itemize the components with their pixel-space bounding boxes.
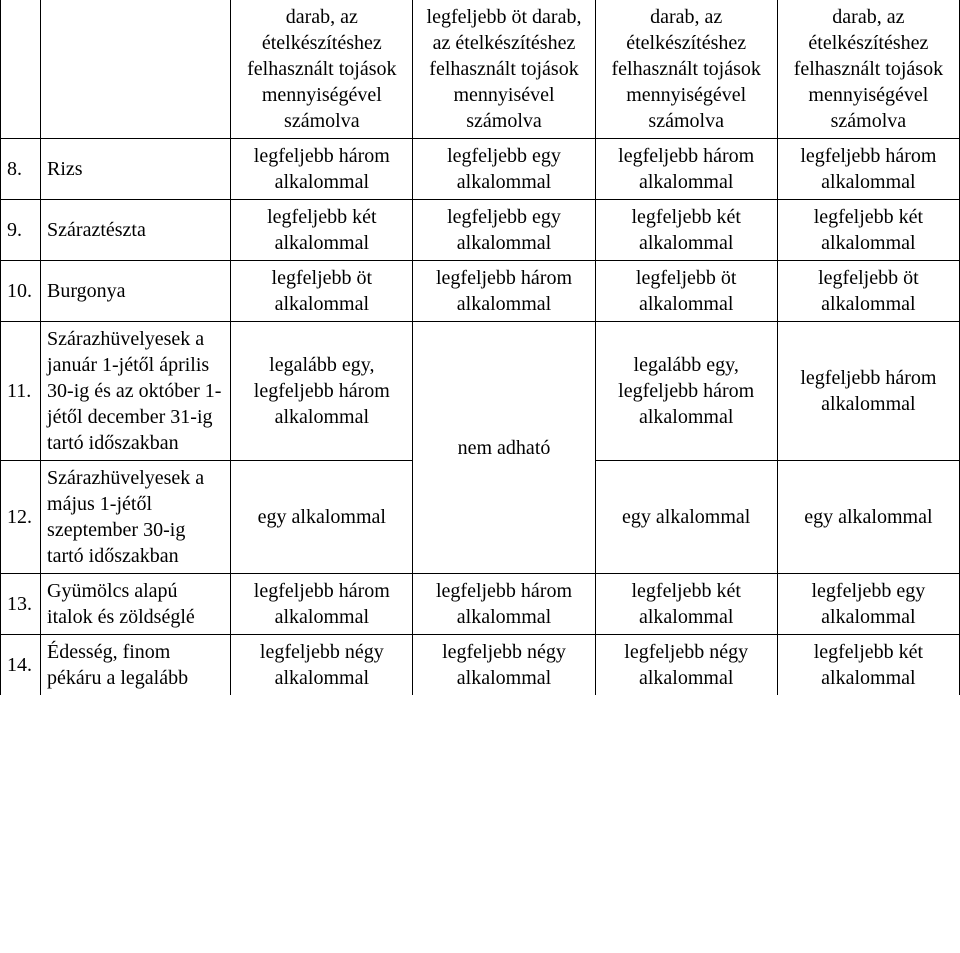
row-num: 11. <box>1 322 41 461</box>
row-name: Szárazhüvelyesek a május 1-jétől szeptem… <box>41 461 231 574</box>
cell: egy alkalommal <box>595 461 777 574</box>
cell: legfeljebb két alkalommal <box>777 200 959 261</box>
cell: legfeljebb egy alkalommal <box>413 200 595 261</box>
cell-merged: nem adható <box>413 322 595 574</box>
table-row: 13. Gyümölcs alapú italok és zöldséglé l… <box>1 574 960 635</box>
table-row: 10. Burgonya legfeljebb öt alkalommal le… <box>1 261 960 322</box>
header-col3: darab, az ételkészítéshez felhasznált to… <box>231 0 413 139</box>
cell: legfeljebb öt alkalommal <box>777 261 959 322</box>
header-col6: darab, az ételkészítéshez felhasznált to… <box>777 0 959 139</box>
cell: legfeljebb három alkalommal <box>231 139 413 200</box>
cell: egy alkalommal <box>231 461 413 574</box>
cell: egy alkalommal <box>777 461 959 574</box>
row-num: 14. <box>1 635 41 696</box>
row-name: Száraztészta <box>41 200 231 261</box>
row-num: 13. <box>1 574 41 635</box>
header-col4: legfeljebb öt darab, az ételkészítéshez … <box>413 0 595 139</box>
row-name: Burgonya <box>41 261 231 322</box>
cell: legfeljebb két alkalommal <box>595 200 777 261</box>
row-num: 8. <box>1 139 41 200</box>
row-num: 10. <box>1 261 41 322</box>
cell: legalább egy, legfeljebb három alkalomma… <box>595 322 777 461</box>
cell: legfeljebb két alkalommal <box>777 635 959 696</box>
cell: legfeljebb három alkalommal <box>777 139 959 200</box>
row-name: Szárazhüvelyesek a január 1-jétől áprili… <box>41 322 231 461</box>
row-name: Édesség, finom pékáru a legalább <box>41 635 231 696</box>
cell: legfeljebb két alkalommal <box>231 200 413 261</box>
header-name-blank <box>41 0 231 139</box>
cell: legfeljebb egy alkalommal <box>777 574 959 635</box>
cell: legfeljebb négy alkalommal <box>413 635 595 696</box>
row-num: 9. <box>1 200 41 261</box>
cell: legalább egy, legfeljebb három alkalomma… <box>231 322 413 461</box>
row-name: Rizs <box>41 139 231 200</box>
cell: legfeljebb három alkalommal <box>413 574 595 635</box>
table-header-row: darab, az ételkészítéshez felhasznált to… <box>1 0 960 139</box>
header-col5: darab, az ételkészítéshez felhasznált to… <box>595 0 777 139</box>
row-name: Gyümölcs alapú italok és zöldséglé <box>41 574 231 635</box>
cell: legfeljebb három alkalommal <box>595 139 777 200</box>
header-num-blank <box>1 0 41 139</box>
food-frequency-table: darab, az ételkészítéshez felhasznált to… <box>0 0 960 695</box>
cell: legfeljebb két alkalommal <box>595 574 777 635</box>
table-row: 14. Édesség, finom pékáru a legalább leg… <box>1 635 960 696</box>
cell: legfeljebb négy alkalommal <box>231 635 413 696</box>
row-num: 12. <box>1 461 41 574</box>
cell: legfeljebb három alkalommal <box>231 574 413 635</box>
cell: legfeljebb három alkalommal <box>777 322 959 461</box>
table-row: 9. Száraztészta legfeljebb két alkalomma… <box>1 200 960 261</box>
table-row: 8. Rizs legfeljebb három alkalommal legf… <box>1 139 960 200</box>
table-row: 11. Szárazhüvelyesek a január 1-jétől áp… <box>1 322 960 461</box>
cell: legfeljebb négy alkalommal <box>595 635 777 696</box>
cell: legfeljebb öt alkalommal <box>231 261 413 322</box>
cell: legfeljebb egy alkalommal <box>413 139 595 200</box>
cell: legfeljebb öt alkalommal <box>595 261 777 322</box>
cell: legfeljebb három alkalommal <box>413 261 595 322</box>
